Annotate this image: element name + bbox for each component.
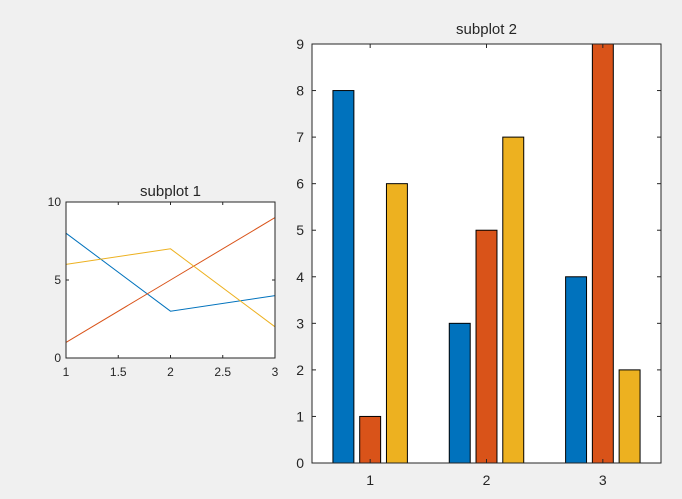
- subplot-2-y-tick-label: 5: [296, 222, 304, 238]
- subplot-1: 1 1.5 2 2.5 3 0 5 10 subplot 1: [48, 183, 279, 379]
- subplot-1-y-tick-label: 5: [54, 273, 61, 287]
- subplot-2-x-tick-label: 2: [483, 472, 491, 488]
- subplot-2-y-tick-label: 9: [296, 36, 304, 52]
- subplot-2-y-tick-label: 8: [296, 83, 304, 99]
- subplot-1-y-tick-label: 10: [48, 195, 62, 209]
- subplot-2-bar-cat1-series2: [359, 415, 382, 464]
- subplot-2-y-tick-label: 7: [296, 129, 304, 145]
- subplot-2-bar-cat1-series3: [385, 183, 408, 464]
- subplot-1-x-tick-label: 2.5: [214, 365, 231, 379]
- subplot-2-y-tick-label: 2: [296, 362, 304, 378]
- subplot-1-series-line-2: [65, 217, 276, 343]
- subplot-2-x-tick-label: 3: [599, 472, 607, 488]
- subplot-1-series-line-3: [65, 248, 276, 328]
- subplot-2-bar-cat3-series2: [591, 43, 614, 464]
- subplot-2-y-tick-label: 0: [296, 455, 304, 471]
- subplot-1-lines: [65, 217, 276, 343]
- subplot-1-y-tick-label: 0: [54, 351, 61, 365]
- subplot-2-y-tick-label: 3: [296, 315, 304, 331]
- subplot-1-x-tick-label: 2: [167, 365, 174, 379]
- subplot-2-y-tick-label: 1: [296, 408, 304, 424]
- subplot-1-x-tick-label: 3: [272, 365, 279, 379]
- subplot-2-bar-cat3-series3: [618, 369, 641, 464]
- subplot-2-bar-cat1-series1: [332, 90, 355, 464]
- subplot-2-title: subplot 2: [456, 21, 517, 38]
- subplot-2-bar-cat2-series1: [448, 322, 471, 464]
- subplot-2-bar-cat2-series2: [475, 229, 498, 464]
- subplot-2: 1 2 3 0 1 2 3 4 5 6 7 8 9 subplot 2: [296, 21, 662, 488]
- subplot-2-x-tick-label: 1: [366, 472, 374, 488]
- subplot-2-ticks: 1 2 3 0 1 2 3 4 5 6 7 8 9: [296, 36, 661, 488]
- subplot-1-ticks: 1 1.5 2 2.5 3 0 5 10: [48, 195, 279, 379]
- subplot-1-x-tick-label: 1: [63, 365, 70, 379]
- subplot-2-bar-cat3-series1: [565, 276, 588, 464]
- subplot-1-x-tick-label: 1.5: [110, 365, 127, 379]
- subplot-2-bar-cat2-series3: [502, 136, 525, 464]
- subplot-2-y-tick-label: 6: [296, 176, 304, 192]
- subplot-1-title: subplot 1: [140, 183, 201, 200]
- subplot-2-y-tick-label: 4: [296, 269, 304, 285]
